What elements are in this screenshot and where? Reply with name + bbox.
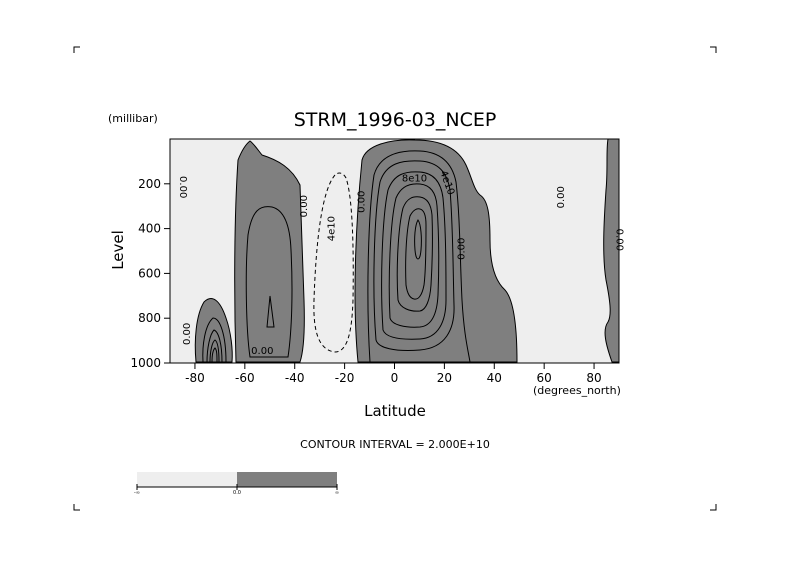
y-tick-label: 800 bbox=[138, 311, 161, 325]
contour-line bbox=[381, 171, 447, 340]
contour-value-label: 4e10 bbox=[327, 216, 338, 241]
positive-region-northern-polar bbox=[603, 139, 619, 363]
contour-line bbox=[209, 339, 220, 363]
y-axis-title: Level bbox=[109, 230, 127, 270]
colorbar: -∞ 0.0 ∞ bbox=[134, 472, 339, 496]
page-corner-marks bbox=[73, 46, 717, 511]
y-axis: 200 400 600 800 1000 bbox=[130, 177, 170, 370]
contour-line bbox=[373, 160, 455, 351]
y-tick-label: 200 bbox=[138, 177, 161, 191]
x-tick-label: 20 bbox=[437, 371, 452, 385]
x-units-label: (degrees_north) bbox=[533, 384, 621, 397]
x-tick-label: -40 bbox=[285, 371, 305, 385]
y-tick-label: 1000 bbox=[130, 356, 161, 370]
contour-line bbox=[367, 150, 471, 363]
colorbar-label-zero: 0.0 bbox=[233, 490, 241, 496]
x-axis: -80 -60 -40 -20 0 20 40 60 80 bbox=[185, 363, 602, 385]
contour-line bbox=[414, 219, 422, 260]
colorbar-positive-swatch bbox=[237, 472, 337, 487]
contour-value-label: 0.00 bbox=[177, 176, 188, 198]
contour-value-label: 0.00 bbox=[614, 229, 625, 251]
colorbar-label-min: -∞ bbox=[134, 490, 140, 496]
colorbar-label-max: ∞ bbox=[335, 490, 339, 496]
x-tick-label: 60 bbox=[537, 371, 552, 385]
contour-field bbox=[170, 139, 619, 363]
contour-value-label: 0.00 bbox=[251, 346, 273, 357]
colorbar-negative-swatch bbox=[137, 472, 237, 487]
positive-region-southern-mid bbox=[234, 140, 305, 363]
contour-line bbox=[211, 347, 218, 363]
contour-line bbox=[245, 206, 293, 358]
contour-value-label: 8e10 bbox=[402, 174, 427, 185]
x-tick-label: 0 bbox=[391, 371, 399, 385]
contour-line bbox=[266, 295, 275, 328]
y-units-label: (millibar) bbox=[108, 112, 158, 125]
contour-line bbox=[206, 329, 223, 363]
y-tick-label: 400 bbox=[138, 222, 161, 236]
contour-line bbox=[405, 208, 427, 300]
negative-contour-line bbox=[313, 172, 354, 353]
y-tick-label: 600 bbox=[138, 266, 161, 280]
contour-value-label: 0.00 bbox=[456, 238, 467, 260]
contour-line bbox=[388, 183, 440, 328]
contour-value-label: 0.00 bbox=[556, 186, 567, 208]
contour-value-label: 0.00 bbox=[299, 195, 310, 217]
x-tick-label: 80 bbox=[586, 371, 601, 385]
x-tick-label: 40 bbox=[487, 371, 502, 385]
contour-line bbox=[202, 317, 227, 363]
x-axis-title: Latitude bbox=[364, 402, 426, 420]
contour-line bbox=[396, 196, 433, 312]
positive-region-tropical bbox=[354, 139, 518, 363]
x-tick-label: -80 bbox=[185, 371, 205, 385]
x-tick-label: -60 bbox=[235, 371, 255, 385]
chart-title: STRM_1996-03_NCEP bbox=[294, 109, 497, 131]
contour-value-label: 0.00 bbox=[357, 191, 368, 213]
contour-value-label: 0.00 bbox=[182, 323, 193, 345]
x-tick-label: -20 bbox=[335, 371, 355, 385]
contour-interval-text: CONTOUR INTERVAL = 2.000E+10 bbox=[300, 438, 490, 451]
